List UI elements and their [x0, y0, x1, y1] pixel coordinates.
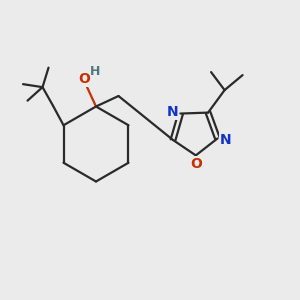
Text: H: H: [90, 65, 100, 78]
Text: N: N: [167, 105, 178, 119]
Text: O: O: [190, 157, 202, 171]
Text: O: O: [79, 72, 91, 86]
Text: N: N: [220, 133, 232, 147]
